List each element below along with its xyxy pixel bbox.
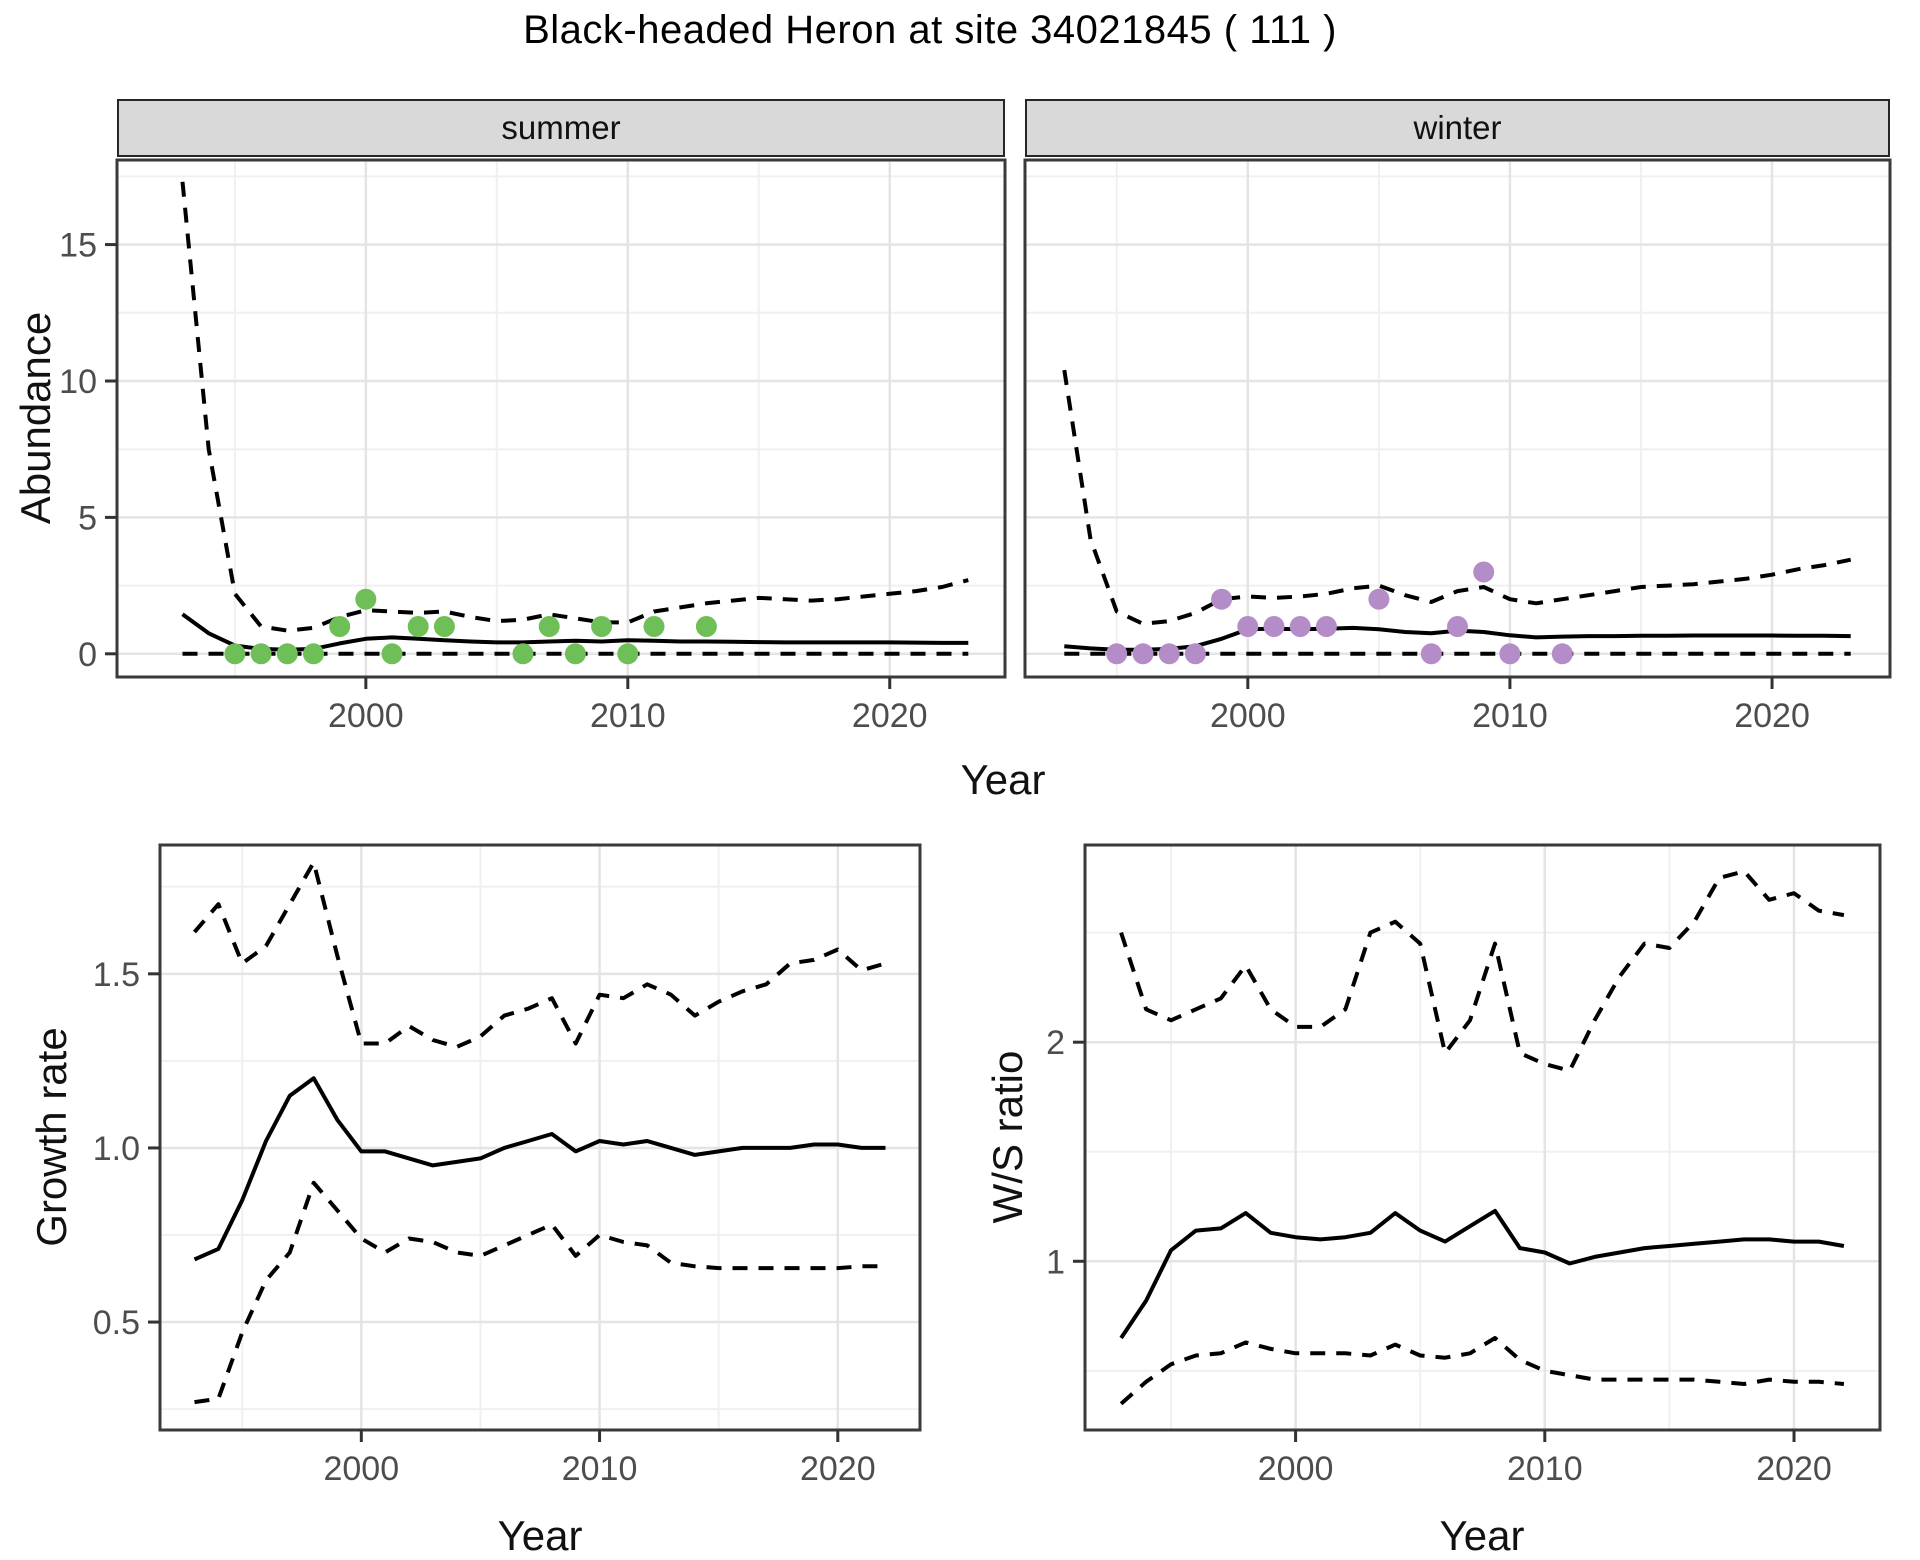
ws-ratio-panel: 2000 2010 2020 1 2 [1046,843,1882,1488]
panel-border [158,843,922,1432]
facet-strip-winter-label: winter [1413,109,1502,146]
data-point [276,643,298,665]
lower-ci-line [1119,1336,1845,1406]
data-point [1184,643,1206,665]
data-point [512,643,534,665]
x-tick-label: 2010 [1472,697,1548,735]
data-point [1473,561,1495,583]
data-point [329,616,351,637]
data-point [381,643,403,665]
facet-strip-summer-label: summer [501,109,621,146]
data-point [1499,643,1521,665]
data-point [355,588,377,610]
y-tick-label: 1 [1046,1243,1065,1281]
y-tick-label: 2 [1046,1024,1065,1062]
facet-strip-summer: summer [117,99,1005,157]
data-point [1132,643,1154,665]
y-tick-label: 0.5 [93,1304,140,1342]
abundance-summer-panel: 2000 2010 2020 0 5 10 15 [59,158,1007,735]
y-tick-label: 5 [78,499,97,537]
data-point [617,643,639,665]
data-point [591,616,613,637]
panel-background [117,160,1005,677]
data-point [250,643,272,665]
data-point [1289,616,1311,637]
x-tick-label: 2000 [1210,697,1286,735]
lower-ci-line [194,1180,886,1405]
x-tick-label: 2020 [1756,1450,1832,1488]
data-point [433,616,455,637]
x-tick-label: 2000 [323,1450,399,1488]
panel-background [1025,160,1890,677]
x-tick-label: 2000 [1258,1450,1334,1488]
x-tick-label: 2010 [1507,1450,1583,1488]
y-tick-label: 1.0 [93,1130,140,1168]
upper-ci-line [192,860,887,1049]
data-point [303,643,324,665]
data-point [224,643,246,665]
x-tick-label: 2020 [1734,697,1810,735]
data-point [1237,616,1259,637]
upper-ci-line [180,181,969,633]
ws-y-axis-title: W/S ratio [984,1050,1031,1224]
data-point [538,616,560,637]
panel-border [115,158,1007,679]
median-line [193,1076,886,1262]
y-tick-label: 10 [59,363,97,401]
data-point [1263,616,1285,637]
y-tick-label: 0 [78,636,97,674]
data-point [1420,643,1442,665]
figure-title: Black-headed Heron at site 34021845 ( 11… [523,8,1337,52]
data-point [1368,588,1390,610]
median-line [1119,1208,1845,1340]
data-point [1158,643,1180,665]
panel-border [1023,158,1892,679]
upper-ci-line [1119,869,1845,1073]
data-point [564,643,586,665]
x-tick-label: 2010 [562,1450,638,1488]
growth-y-axis-title: Growth rate [28,1027,75,1247]
x-tick-label: 2010 [590,697,666,735]
y-tick-label: 1.5 [93,956,140,994]
growth-rate-panel: 2000 2010 2020 0.5 1.0 1.5 [93,843,922,1488]
data-point [1106,643,1128,665]
facet-strip-winter: winter [1025,99,1890,157]
ws-x-axis-title: Year [1439,1512,1525,1559]
data-point [695,616,717,637]
abundance-y-axis-title: Abundance [12,311,59,525]
upper-ci-line [1062,369,1852,626]
data-point [407,616,429,637]
y-tick-label: 15 [59,227,97,265]
abundance-winter-panel: 2000 2010 2020 [1023,158,1892,735]
data-point [1447,616,1468,637]
growth-x-axis-title: Year [497,1512,583,1559]
abundance-x-axis-title: Year [960,756,1046,803]
x-tick-label: 2000 [328,697,404,735]
data-point [1315,616,1337,637]
data-point [643,616,665,637]
data-point [1211,588,1233,610]
data-point [1551,643,1573,665]
x-tick-label: 2020 [852,697,928,735]
panel-background [1085,845,1880,1430]
panel-border [1083,843,1882,1432]
x-tick-label: 2020 [800,1450,876,1488]
